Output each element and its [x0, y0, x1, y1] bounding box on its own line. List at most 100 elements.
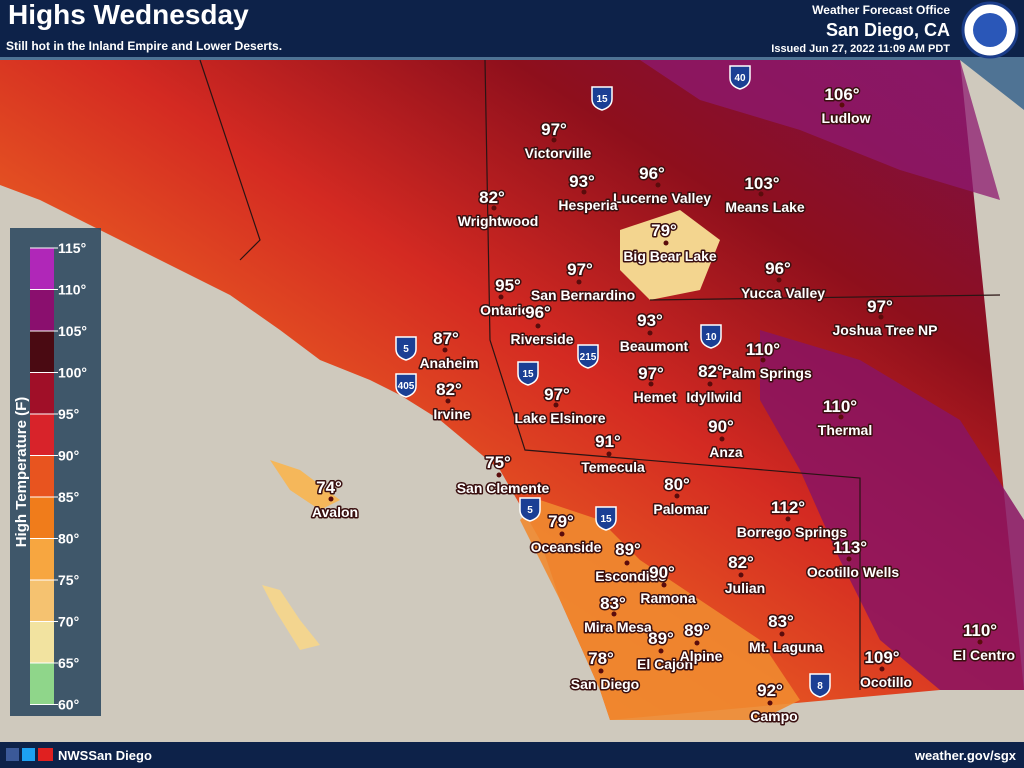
- highway-number: 15: [522, 369, 534, 380]
- city-dot: [663, 240, 669, 246]
- city-dot: [738, 572, 744, 578]
- city-name: Alpine: [680, 648, 723, 664]
- city-name: El Cajon: [637, 656, 693, 672]
- legend-tick-label: 90°: [58, 448, 79, 464]
- city-name: Lucerne Valley: [613, 190, 711, 206]
- highway-shield: [809, 673, 831, 698]
- city-dot: [442, 347, 448, 353]
- city-dot: [674, 493, 680, 499]
- highway-shield: [519, 497, 541, 522]
- facebook-icon[interactable]: [6, 748, 19, 761]
- highway-shield: [577, 344, 599, 369]
- county-line: [484, 59, 861, 690]
- city-dot: [879, 666, 885, 672]
- san-clemente-island: [262, 585, 320, 650]
- highway-shield: [591, 86, 613, 111]
- city-temp: 83°: [768, 612, 794, 631]
- subtitle: Still hot in the Inland Empire and Lower…: [6, 39, 282, 53]
- catalina-island: [270, 460, 340, 510]
- city-dot: [559, 531, 565, 537]
- city-name: Borrego Springs: [737, 524, 848, 540]
- legend-swatch: [30, 663, 54, 705]
- city-name: Ocotillo Wells: [807, 564, 900, 580]
- highway-number: 40: [734, 73, 746, 84]
- city-name: Joshua Tree NP: [832, 322, 937, 338]
- city-temp: 96°: [639, 164, 665, 183]
- title: Highs Wednesday: [8, 0, 249, 30]
- city-name: Big Bear Lake: [623, 248, 717, 264]
- legend-title: High Temperature (F): [13, 397, 30, 548]
- legend-tick-label: 95°: [58, 406, 79, 422]
- city-name: Beaumont: [620, 338, 689, 354]
- legend-tick-label: 100°: [58, 365, 87, 381]
- county-line: [199, 59, 261, 261]
- city-dot: [839, 102, 845, 108]
- city-temp: 97°: [638, 364, 664, 383]
- city-name: Lake Elsinore: [514, 410, 605, 426]
- legend-swatch: [30, 289, 54, 331]
- city-name: Anaheim: [419, 355, 478, 371]
- city-dot: [767, 700, 773, 706]
- city-dot: [551, 137, 557, 143]
- city-dot: [760, 357, 766, 363]
- legend-swatch: [30, 372, 54, 414]
- city-dot: [838, 414, 844, 420]
- city-dot: [719, 436, 725, 442]
- highway-number: 5: [527, 505, 533, 516]
- legend-tick-label: 60°: [58, 697, 79, 713]
- highway-shield: [595, 506, 617, 531]
- city-name: Ramona: [640, 590, 695, 606]
- city-temp: 74°: [316, 478, 342, 497]
- city-temp: 89°: [615, 540, 641, 559]
- city-temp: 95°: [495, 276, 521, 295]
- legend-tick-label: 105°: [58, 323, 87, 339]
- city-dot: [878, 314, 884, 320]
- city-name: Hemet: [634, 389, 677, 405]
- city-name: Palm Springs: [722, 365, 812, 381]
- city-name: Hesperia: [558, 197, 617, 213]
- city-name: Means Lake: [725, 199, 805, 215]
- city-name: Mira Mesa: [584, 619, 652, 635]
- city-dot: [846, 556, 852, 562]
- city-dot: [576, 279, 582, 285]
- city-temp: 83°: [600, 594, 626, 613]
- header-bar: [0, 0, 1024, 57]
- city-dot: [776, 277, 782, 283]
- city-temp: 109°: [864, 648, 899, 667]
- city-name: Riverside: [510, 331, 573, 347]
- city-name: Ludlow: [822, 110, 871, 126]
- highway-shield: [700, 324, 722, 349]
- city-dot: [658, 648, 664, 654]
- website[interactable]: weather.gov/sgx: [914, 748, 1017, 763]
- legend-swatch: [30, 538, 54, 580]
- coastal-zone: [520, 500, 800, 720]
- legend-swatch: [30, 455, 54, 497]
- legend-swatch: [30, 580, 54, 622]
- land: [0, 60, 1024, 720]
- nws-logo-inner: [973, 13, 1007, 47]
- city-dot: [707, 381, 713, 387]
- twitter-icon[interactable]: [22, 748, 35, 761]
- city-name: San Diego: [571, 676, 639, 692]
- highway-shield: [729, 65, 751, 90]
- county-lines: [199, 59, 1001, 690]
- city-dot: [977, 639, 983, 645]
- legend-tick-label: 75°: [58, 572, 79, 588]
- youtube-icon[interactable]: [38, 748, 53, 761]
- city-temp: 79°: [651, 221, 677, 240]
- city-name: Ontario: [480, 302, 530, 318]
- issued: Issued Jun 27, 2022 11:09 AM PDT: [771, 43, 950, 55]
- legend-tick-label: 85°: [58, 489, 79, 505]
- city-dot: [328, 496, 334, 502]
- social-handle: NWSSan Diego: [58, 748, 152, 763]
- city-temp: 93°: [637, 311, 663, 330]
- city-dot: [624, 560, 630, 566]
- city-dot: [581, 189, 587, 195]
- city-dot: [491, 205, 497, 211]
- mojave-zone: [640, 60, 1000, 200]
- city-temp: 89°: [648, 629, 674, 648]
- city-name: Campo: [750, 708, 797, 724]
- highway-shield: [517, 361, 539, 386]
- city-temp: 82°: [698, 362, 724, 381]
